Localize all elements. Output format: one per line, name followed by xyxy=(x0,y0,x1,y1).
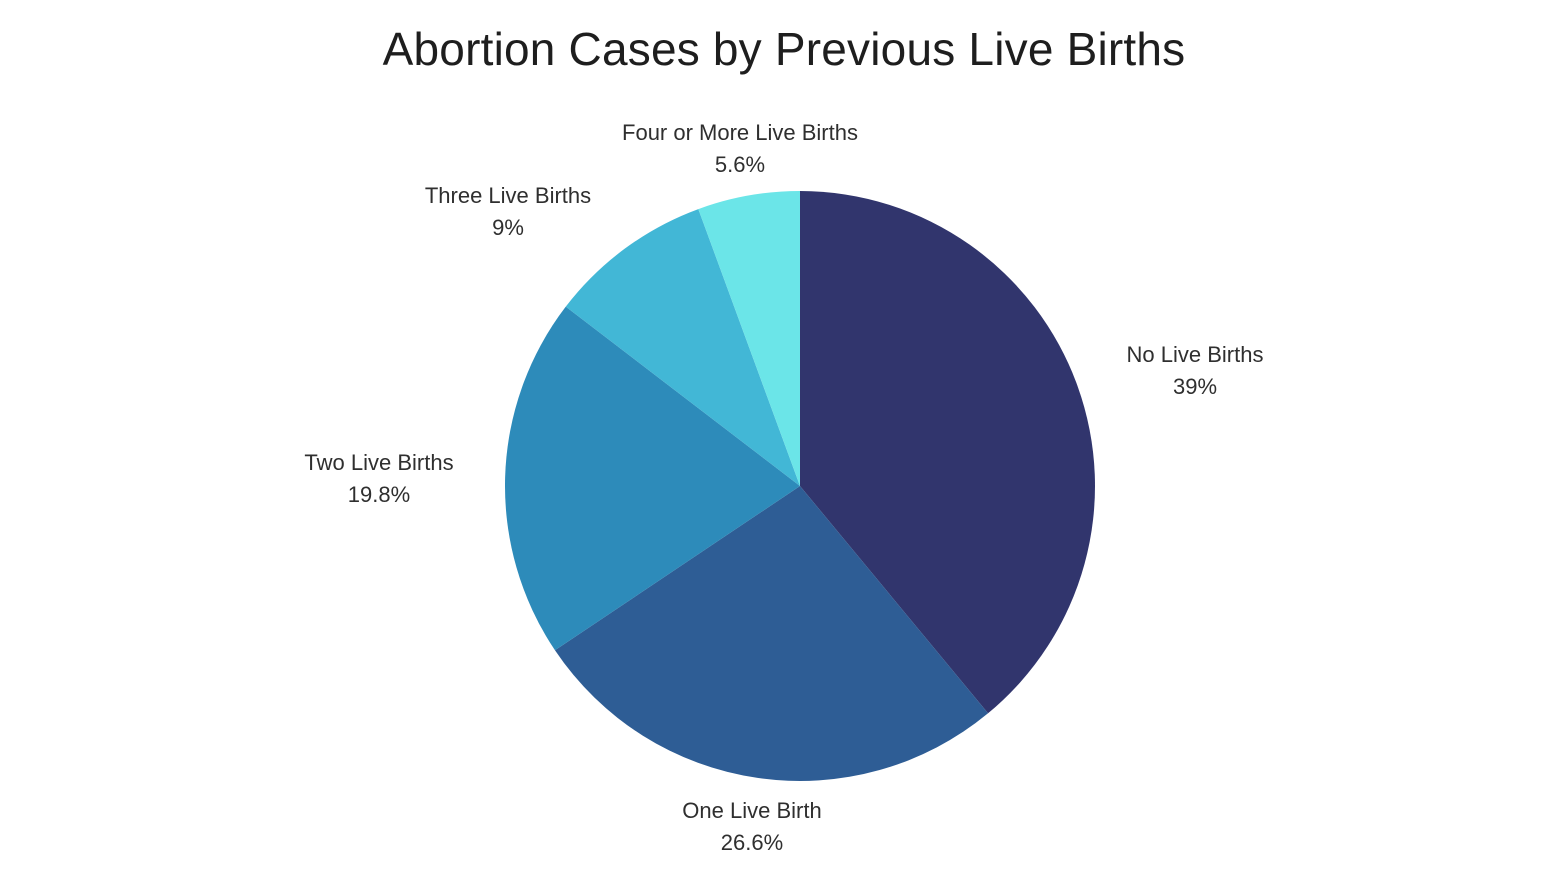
pie-slice-one-live-birth xyxy=(554,486,989,782)
slice-value-four-or-more-live-births: 5.6% xyxy=(715,152,765,177)
slice-value-one-live-birth: 26.6% xyxy=(721,830,783,855)
slice-value-two-live-births: 19.8% xyxy=(348,482,410,507)
slice-label-two-live-births: Two Live Births xyxy=(304,450,453,475)
pie-slice-three-live-births xyxy=(565,209,800,486)
chart-title: Abortion Cases by Previous Live Births xyxy=(382,23,1186,75)
slice-label-three-live-births: Three Live Births xyxy=(425,183,591,208)
slice-label-one-live-birth: One Live Birth xyxy=(682,798,821,823)
slice-value-three-live-births: 9% xyxy=(492,215,524,240)
slice-label-four-or-more-live-births: Four or More Live Births xyxy=(622,120,858,145)
pie-slices xyxy=(504,191,1095,782)
pie-slice-four-or-more-live-births xyxy=(698,191,800,486)
slice-value-no-live-births: 39% xyxy=(1173,374,1217,399)
pie-labels: No Live Births 39% One Live Birth 26.6% Two … xyxy=(304,120,1263,855)
slice-label-no-live-births: No Live Births xyxy=(1127,342,1264,367)
pie-slice-two-live-births xyxy=(504,306,800,651)
pie-slice-no-live-births xyxy=(800,191,1095,714)
